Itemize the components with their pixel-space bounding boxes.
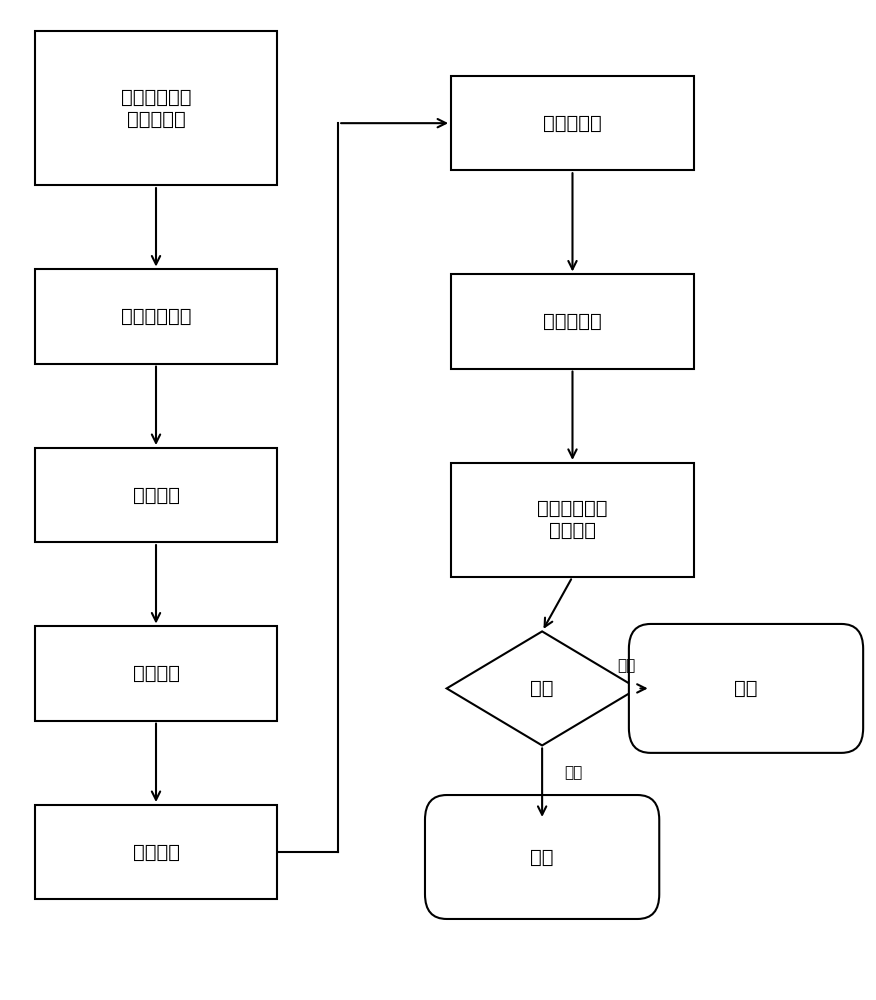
Bar [34, 269, 278, 364]
Text: 帧图像比对: 帧图像比对 [543, 312, 602, 331]
Bar [34, 31, 278, 185]
Text: 帧图像间变化
区域统计: 帧图像间变化 区域统计 [537, 499, 608, 540]
FancyBboxPatch shape [629, 624, 863, 753]
Text: 图像增强: 图像增强 [132, 843, 180, 862]
Text: 大于: 大于 [618, 659, 636, 674]
Bar [451, 274, 694, 369]
Polygon shape [447, 631, 638, 745]
Text: 图像配准: 图像配准 [132, 664, 180, 683]
Text: 视频抽帧: 视频抽帧 [132, 486, 180, 505]
Bar [34, 448, 278, 542]
Text: 正常: 正常 [530, 847, 554, 866]
Text: 异常: 异常 [734, 679, 758, 698]
Bar [451, 463, 694, 577]
Bar [451, 76, 694, 170]
Bar [34, 626, 278, 721]
Text: 帧图像分块: 帧图像分块 [543, 114, 602, 133]
FancyBboxPatch shape [425, 795, 660, 919]
Text: 小于: 小于 [564, 765, 582, 780]
Text: 后台读取视频: 后台读取视频 [121, 307, 191, 326]
Text: 设备监测点红
外视频拍摄: 设备监测点红 外视频拍摄 [121, 88, 191, 129]
Bar [34, 805, 278, 899]
Text: 阈值: 阈值 [530, 679, 554, 698]
